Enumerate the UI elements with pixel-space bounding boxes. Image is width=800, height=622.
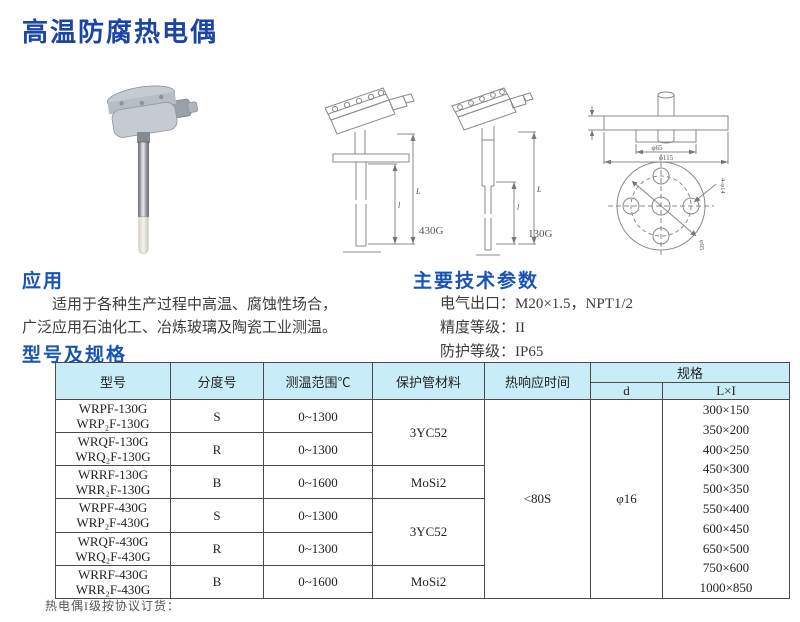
models-heading: 型号及规格 (22, 345, 128, 366)
diameter-cell: φ16 (590, 399, 663, 599)
response-cell: <80S (484, 399, 591, 599)
tech-params-list: 电气出口：M20×1.5，NPT1/2 精度等级：II 防护等级：IP65 (440, 292, 633, 364)
ceramic-tube (138, 216, 149, 254)
thermocouple-photo (106, 85, 199, 254)
header-spec: 规格 (589, 362, 791, 383)
header-response: 热响应时间 (484, 362, 591, 400)
dim-L-label: L (415, 187, 421, 196)
dim-l-label: l (398, 201, 401, 210)
range-cell: 0~1300 (263, 399, 373, 433)
footer-note: 热电偶I级按协议订货： (45, 599, 180, 613)
material-cell: 3YC52 (372, 399, 485, 466)
range-cell: 0~1600 (263, 465, 373, 499)
header-d: d (590, 382, 663, 400)
model-cell: WRQF-430G WRQ₂F-430G (55, 531, 171, 566)
material-cell: MoSi2 (372, 564, 485, 599)
model-cell: WRRF-130G WRR₂F-130G (55, 465, 171, 499)
tech-param-item: 电气出口：M20×1.5，NPT1/2 (440, 296, 634, 312)
application-line1: 适用于各种生产过程中高温、腐蚀性场合， (52, 297, 338, 313)
table-row: WRRF-130G WRR₂F-130G B 0~1600 MoSi2 (55, 465, 790, 499)
header-material: 保护管材料 (372, 362, 485, 400)
dim-L-label: L (536, 185, 542, 194)
flange-drawing: φ65 φ115 4-φ14 φ95 (588, 91, 729, 256)
tech-param-item: 防护等级：IP65 (440, 344, 544, 360)
model-cell: WRQF-130G WRQ₂F-130G (55, 432, 171, 466)
model-cell: WRPF-130G WRP₂F-130G (55, 399, 171, 433)
index-cell: R (170, 531, 264, 566)
header-index: 分度号 (170, 362, 264, 400)
application-line2: 广泛应用石油化工、冶炼玻璃及陶瓷工业测温。 (22, 320, 338, 336)
index-cell: B (170, 465, 264, 499)
index-cell: S (170, 399, 264, 433)
lxi-cell: 300×150 350×200 400×250 450×300 500×350 550×… (661, 399, 791, 599)
table-row: WRPF-130G WRP₂F-130G S 0~1300 3YC52 <80S … (55, 399, 791, 599)
tech-param-item: 精度等级：II (440, 320, 525, 336)
flange-holes-label: 4-φ14 (719, 178, 726, 194)
tech-params-heading: 主要技术参数 (413, 271, 540, 292)
flange-dim-inner: φ65 (651, 144, 663, 152)
model-cell: WRPF-430G WRP₂F-430G (55, 498, 171, 533)
table-row: WRRF-430G WRR₂F-430G B 0~1600 MoSi2 (55, 564, 790, 599)
table-row: WRPF-430G WRP₂F-430G S 0~1300 3YC52 (55, 498, 790, 566)
drawing-130g-label: 130G (528, 228, 553, 240)
range-cell: 0~1300 (263, 432, 373, 466)
drawing-430g: l L 430G (324, 87, 444, 253)
index-cell: R (170, 432, 264, 466)
page-title: 高温防腐热电偶 (22, 17, 219, 47)
header-range: 测温范围℃ (263, 362, 373, 400)
drawing-130g: l L 130G (451, 87, 553, 256)
index-cell: B (170, 564, 264, 599)
drawing-430g-label: 430G (419, 225, 444, 237)
connection-head (106, 85, 199, 138)
application-text: 适用于各种生产过程中高温、腐蚀性场合， 广泛应用石油化工、冶炼玻璃及陶瓷工业测温… (22, 294, 412, 340)
range-cell: 0~1600 (263, 564, 373, 599)
range-cell: 0~1300 (263, 531, 373, 566)
header-lxi: L×I (661, 382, 791, 400)
flange-dim-outer: φ115 (659, 154, 674, 162)
material-cell: 3YC52 (372, 498, 485, 566)
index-cell: S (170, 498, 264, 533)
range-cell: 0~1300 (263, 498, 373, 533)
header-model: 型号 (55, 362, 171, 400)
table-row: WRQF-130G WRQ₂F-130G R 0~1300 (55, 432, 790, 466)
material-cell: MoSi2 (372, 465, 485, 499)
application-heading: 应用 (22, 271, 65, 292)
flange-bolt-circle-label: φ95 (698, 240, 705, 250)
spec-table: 型号 分度号 测温范围℃ 保护管材料 热响应时间 规格 d L×I WRPF-1… (55, 362, 791, 599)
model-cell: WRRF-430G WRR₂F-430G (55, 564, 171, 599)
dim-l-label: l (517, 203, 520, 212)
